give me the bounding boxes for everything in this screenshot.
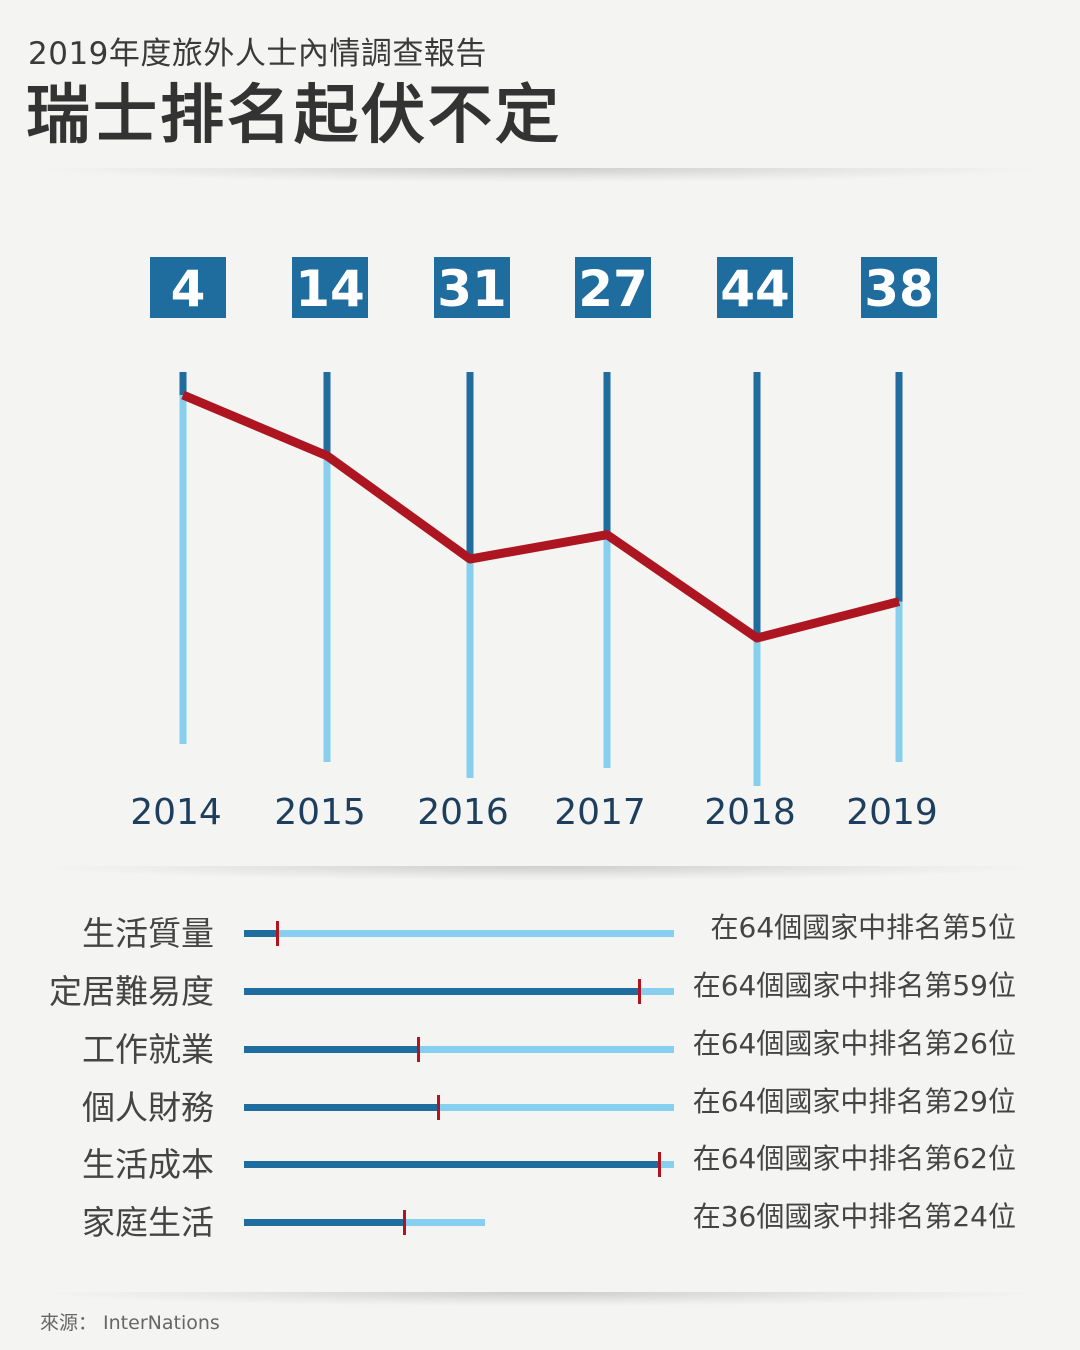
category-fill bbox=[244, 930, 278, 937]
category-track bbox=[244, 921, 674, 946]
category-track bbox=[244, 1210, 485, 1235]
category-rank-marker bbox=[276, 921, 280, 946]
rank-box-2016 bbox=[434, 257, 510, 318]
category-rank-marker bbox=[658, 1152, 662, 1177]
rank-value-2014: 4 bbox=[171, 260, 206, 318]
category-track bbox=[244, 1152, 674, 1177]
rank-value-2017: 27 bbox=[578, 260, 648, 318]
category-row: 定居難易度 在64個國家中排名第59位 bbox=[0, 969, 1080, 1012]
rank-value-2015: 14 bbox=[295, 260, 365, 318]
top-divider bbox=[40, 168, 1040, 182]
rank-box-2019 bbox=[861, 257, 937, 318]
category-row: 家庭生活 在36個國家中排名第24位 bbox=[0, 1200, 1080, 1243]
rank-box-2017 bbox=[575, 257, 651, 318]
category-fill bbox=[244, 988, 640, 995]
ranking-line-chart: 4 2014 14 2015 31 2016 27 2017 44 2018 38 2019 bbox=[130, 257, 938, 833]
bottom-divider bbox=[40, 1292, 1040, 1306]
category-label: 家庭生活 bbox=[82, 1203, 214, 1242]
category-rank-marker bbox=[417, 1037, 421, 1062]
year-label-2017: 2017 bbox=[554, 792, 646, 833]
year-label-2019: 2019 bbox=[846, 792, 938, 833]
category-rank-text: 在64個國家中排名第5位 bbox=[710, 911, 1016, 944]
year-label-2014: 2014 bbox=[130, 792, 222, 833]
middle-divider bbox=[40, 866, 1040, 880]
category-rank-text: 在36個國家中排名第24位 bbox=[692, 1200, 1016, 1233]
rank-box-2014 bbox=[150, 257, 226, 318]
category-track bbox=[244, 1037, 674, 1062]
category-rank-text: 在64個國家中排名第62位 bbox=[692, 1142, 1016, 1175]
year-label-2015: 2015 bbox=[274, 792, 366, 833]
category-rank-text: 在64個國家中排名第59位 bbox=[692, 969, 1016, 1002]
category-track bbox=[244, 979, 674, 1004]
category-label: 個人財務 bbox=[82, 1088, 214, 1127]
category-track bbox=[244, 1095, 674, 1120]
rank-box-2015 bbox=[292, 257, 368, 318]
category-row: 工作就業 在64個國家中排名第26位 bbox=[0, 1027, 1080, 1070]
category-label: 生活質量 bbox=[82, 914, 214, 953]
category-fill bbox=[244, 1104, 439, 1111]
source-note: 來源： InterNations bbox=[40, 1312, 220, 1334]
category-fill bbox=[244, 1161, 660, 1168]
category-row: 生活成本 在64個國家中排名第62位 bbox=[0, 1142, 1080, 1185]
category-rank-marker bbox=[638, 979, 642, 1004]
category-row: 個人財務 在64個國家中排名第29位 bbox=[0, 1085, 1080, 1128]
category-fill bbox=[244, 1046, 419, 1053]
year-label-2016: 2016 bbox=[417, 792, 509, 833]
category-label: 工作就業 bbox=[82, 1030, 214, 1069]
ranking-trend-line bbox=[181, 390, 901, 643]
rank-value-2019: 38 bbox=[864, 260, 934, 318]
category-label: 定居難易度 bbox=[49, 972, 214, 1011]
category-label: 生活成本 bbox=[82, 1145, 214, 1184]
rank-value-2016: 31 bbox=[437, 260, 507, 318]
category-rank-marker bbox=[437, 1095, 441, 1120]
category-rank-marker bbox=[403, 1210, 407, 1235]
year-label-2018: 2018 bbox=[704, 792, 796, 833]
rank-value-2018: 44 bbox=[720, 260, 790, 318]
rank-box-2018 bbox=[717, 257, 793, 318]
chart-title: 瑞士排名起伏不定 bbox=[26, 79, 562, 153]
category-row: 生活質量 在64個國家中排名第5位 bbox=[0, 911, 1080, 954]
chart-subtitle: 2019年度旅外人士內情調查報告 bbox=[28, 36, 487, 72]
category-rank-text: 在64個國家中排名第26位 bbox=[692, 1027, 1016, 1060]
category-fill bbox=[244, 1219, 405, 1226]
category-rank-text: 在64個國家中排名第29位 bbox=[692, 1085, 1016, 1118]
